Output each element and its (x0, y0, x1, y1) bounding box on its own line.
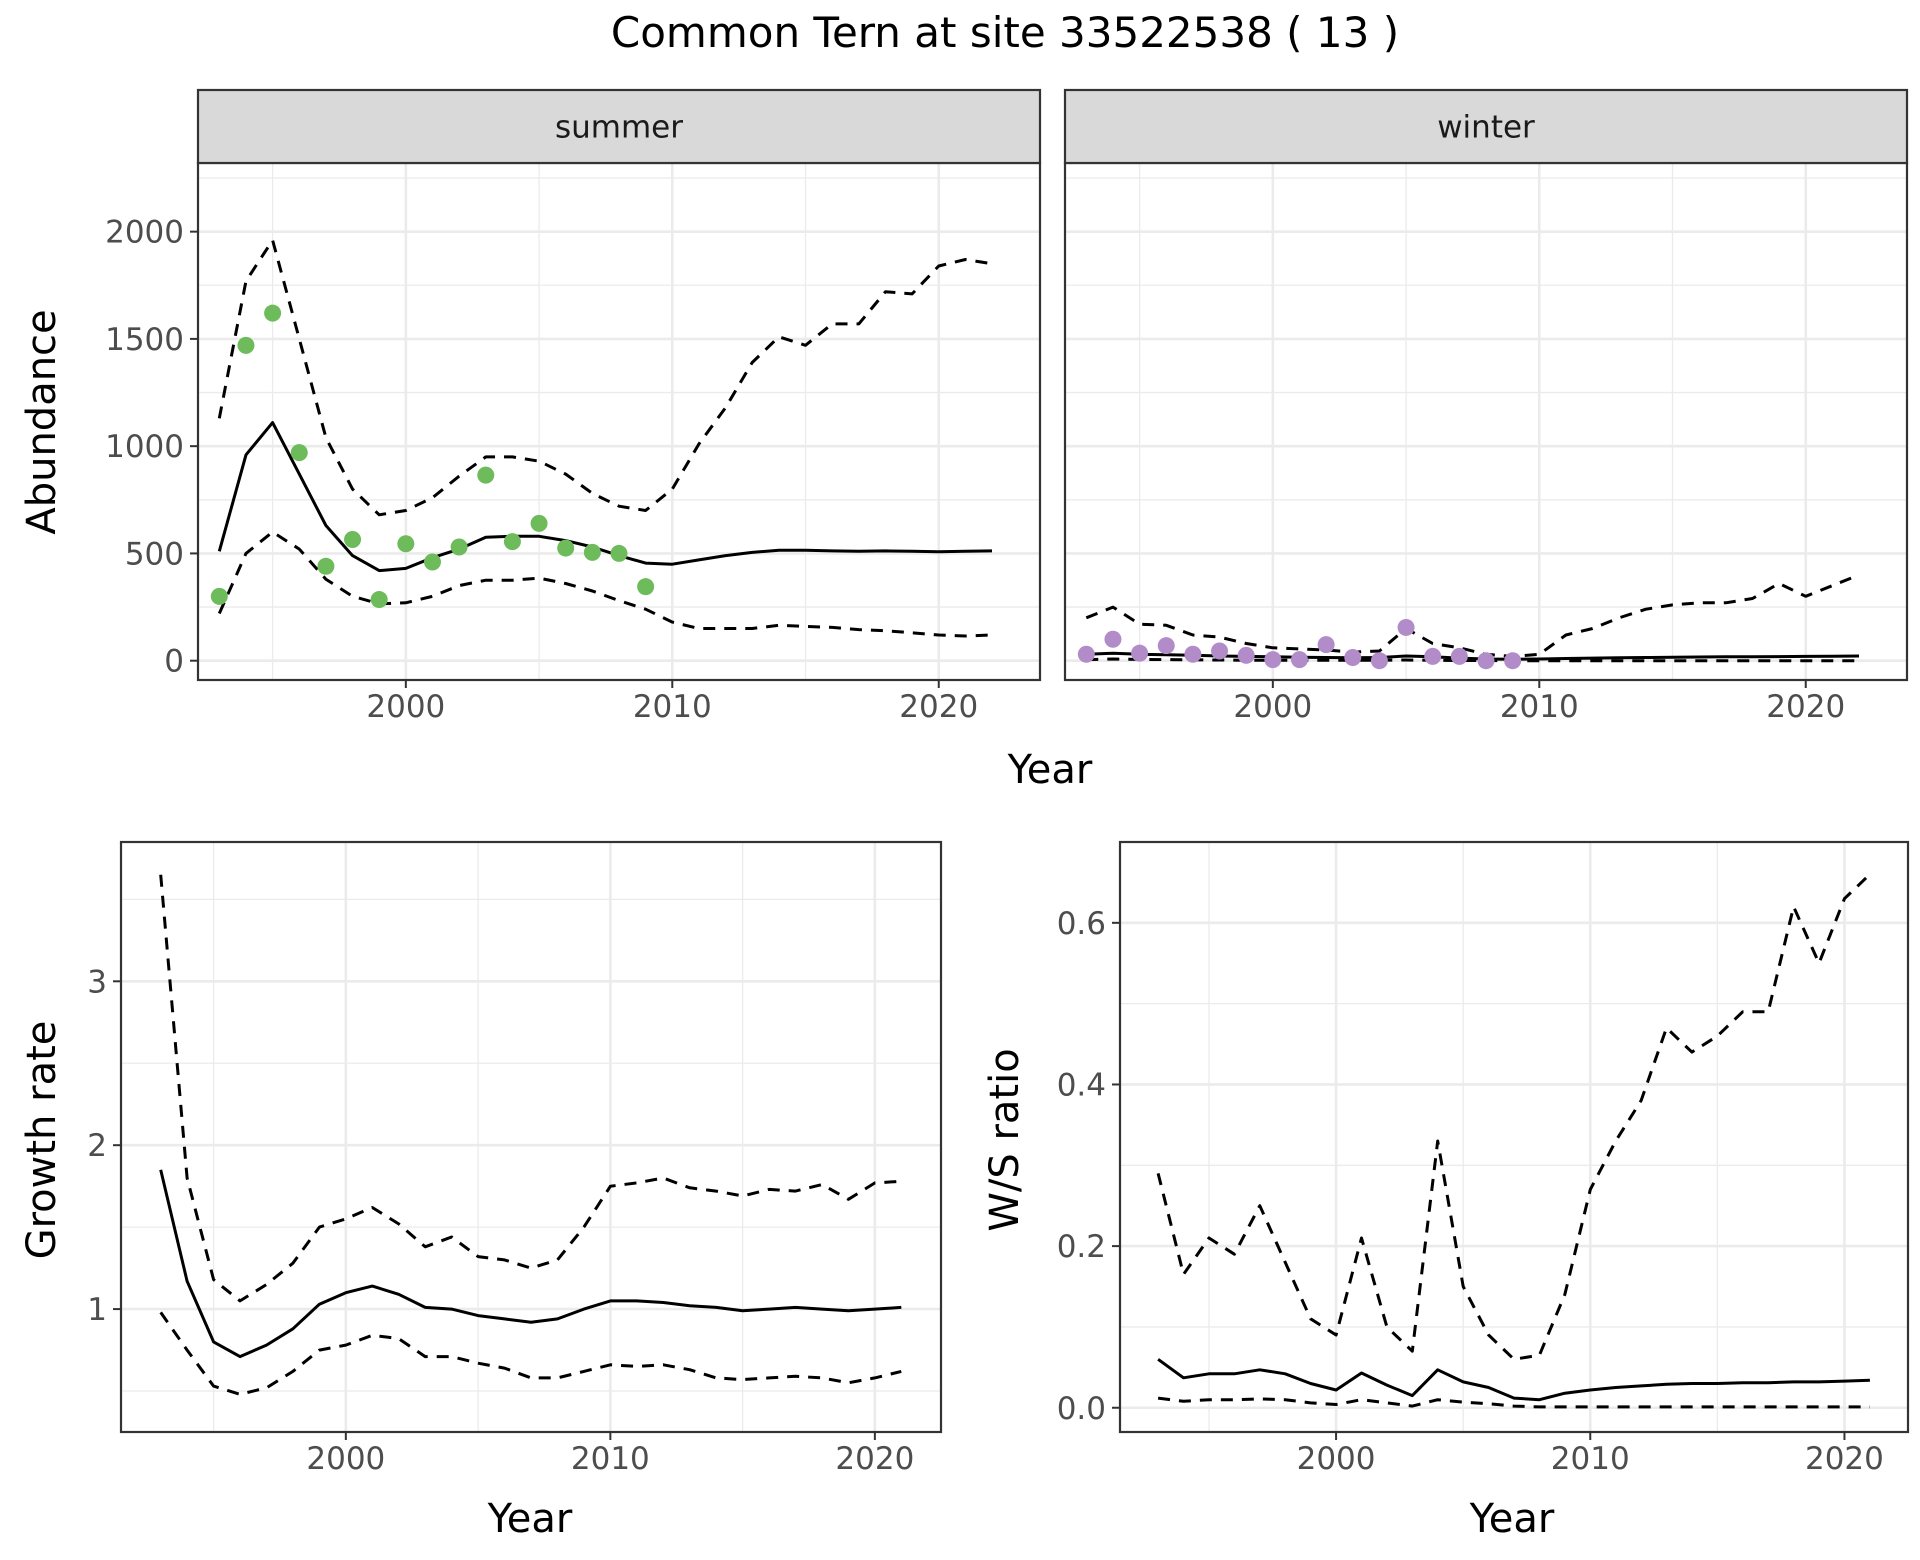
y-tick-label: 0 (164, 644, 184, 680)
observation-point (423, 553, 441, 571)
x-tick-label: 2000 (306, 1441, 385, 1477)
abundance-x-axis-label: Year (1007, 747, 1093, 793)
panel-growth-rate: 2000 2010 2020 1 2 3 (87, 840, 943, 1477)
observation-point (1504, 652, 1522, 670)
observation-point (557, 539, 575, 557)
observation-point (1184, 645, 1202, 663)
mean-line (217, 421, 993, 573)
upper-bound-line (1085, 573, 1860, 658)
observation-point (583, 543, 601, 561)
observation-point (1344, 648, 1362, 666)
observation-point (610, 544, 628, 562)
observation-point (1397, 618, 1415, 636)
panel-border (1118, 840, 1910, 1434)
observation-point (237, 336, 255, 354)
observation-point (637, 578, 655, 596)
upper-bound-line (159, 874, 902, 1303)
panel-background (121, 842, 941, 1432)
panel-background (198, 163, 1040, 680)
observation-point (397, 535, 415, 553)
observation-point (264, 304, 282, 322)
x-tick-label: 2010 (633, 689, 712, 725)
growth-y-axis-label: Growth rate (19, 1021, 65, 1260)
x-tick-label: 2020 (835, 1441, 914, 1477)
observation-point (370, 591, 388, 609)
panel-abundance-winter: 2000 2010 2020 winter (1063, 88, 1909, 725)
chart-title: Common Tern at site 33522538 ( 13 ) (611, 8, 1399, 57)
observation-point (450, 538, 468, 556)
y-tick-label: 1000 (105, 429, 184, 465)
facet-strip (196, 88, 1042, 165)
lower-bound-line (159, 1311, 902, 1396)
y-tick-label: 0.2 (1057, 1229, 1106, 1265)
panel-background (1065, 163, 1907, 680)
observation-point (1450, 647, 1468, 665)
observation-point (1077, 645, 1095, 663)
x-tick-label: 2020 (1766, 689, 1845, 725)
facet-strip-label: summer (555, 110, 683, 146)
lower-bound-line (217, 530, 993, 638)
observation-point (1104, 630, 1122, 648)
facet-strip (1063, 88, 1909, 165)
x-tick-label: 2000 (1297, 1441, 1376, 1477)
y-tick-label: 3 (87, 964, 107, 1000)
mean-line (159, 1169, 902, 1359)
observation-point (1237, 646, 1255, 664)
x-tick-label: 2020 (1805, 1441, 1884, 1477)
observation-point (210, 587, 228, 605)
observation-point (1424, 647, 1442, 665)
y-tick-label: 2000 (105, 215, 184, 251)
x-tick-label: 2000 (1233, 689, 1312, 725)
observation-point (290, 444, 308, 462)
observation-point (1131, 644, 1149, 662)
ratio-y-axis-label: W/S ratio (982, 1048, 1028, 1231)
x-tick-label: 2010 (1551, 1441, 1630, 1477)
panel-ws-ratio: 2000 2010 2020 0.0 0.2 0.4 0.6 (1057, 840, 1910, 1477)
x-tick-label: 2010 (571, 1441, 650, 1477)
observation-point (1317, 636, 1335, 654)
y-tick-label: 0.0 (1057, 1391, 1106, 1427)
observation-point (317, 557, 335, 575)
lower-bound-line (1086, 657, 1859, 663)
facet-strip-label: winter (1437, 110, 1535, 146)
observation-point (1477, 652, 1495, 670)
observation-point (1157, 637, 1175, 655)
y-tick-label: 1500 (105, 322, 184, 358)
y-tick-label: 2 (87, 1128, 107, 1164)
panel-border (119, 840, 943, 1434)
x-tick-label: 2010 (1500, 689, 1579, 725)
x-tick-label: 2000 (366, 689, 445, 725)
observation-point (477, 466, 495, 484)
y-tick-label: 1 (87, 1292, 107, 1328)
observation-point (530, 514, 548, 532)
observation-point (1370, 652, 1388, 670)
mean-line (1157, 1358, 1870, 1402)
abundance-y-axis-label: Abundance (19, 309, 65, 534)
upper-bound-line (1156, 873, 1871, 1361)
observation-point (1211, 642, 1229, 660)
observation-point (344, 530, 362, 548)
panel-background (1120, 842, 1908, 1432)
observation-point (503, 533, 521, 551)
y-tick-label: 0.6 (1057, 906, 1106, 942)
growth-x-axis-label: Year (487, 1496, 573, 1542)
ratio-x-axis-label: Year (1469, 1496, 1555, 1542)
y-tick-label: 0.4 (1057, 1067, 1106, 1103)
x-tick-label: 2020 (899, 689, 978, 725)
observation-point (1290, 651, 1308, 669)
lower-bound-line (1157, 1396, 1870, 1409)
panel-abundance-summer: 2000 2010 2020 0 500 1000 1500 2000 summer (105, 88, 1042, 725)
y-tick-label: 500 (125, 536, 184, 572)
upper-bound-line (217, 238, 993, 517)
observation-point (1264, 651, 1282, 669)
